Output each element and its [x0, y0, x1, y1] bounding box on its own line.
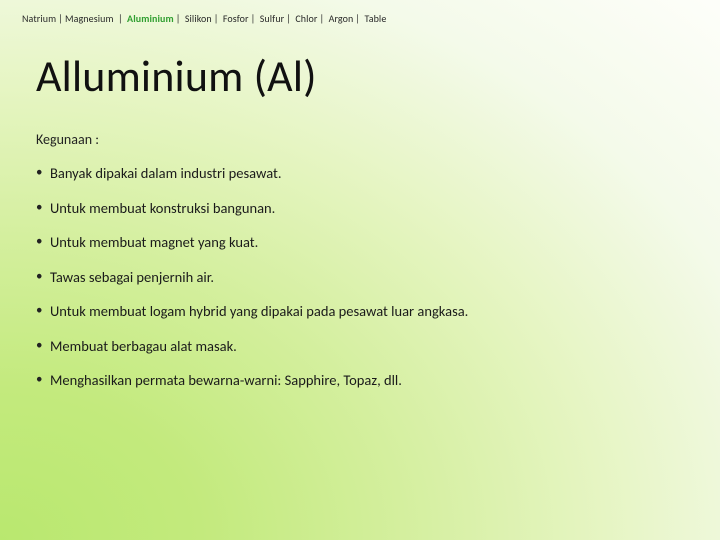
nav-item-silikon[interactable]: Silikon	[185, 12, 212, 25]
nav-separator: |	[116, 12, 125, 25]
nav-separator: |	[174, 12, 183, 25]
nav-separator: |	[56, 12, 65, 25]
nav-item-table[interactable]: Table	[365, 12, 387, 25]
nav-separator: |	[249, 12, 258, 25]
list-item: Menghasilkan permata bewarna-warni: Sapp…	[36, 371, 698, 391]
section-label-kegunaan: Kegunaan :	[36, 131, 698, 148]
list-item: Membuat berbagau alat masak.	[36, 337, 698, 357]
nav-separator: |	[212, 12, 221, 25]
list-item: Untuk membuat logam hybrid yang dipakai …	[36, 302, 698, 322]
uses-list: Banyak dipakai dalam industri pesawat. U…	[36, 164, 698, 391]
nav-item-magnesium[interactable]: Magnesium	[65, 12, 114, 25]
nav-item-argon[interactable]: Argon	[329, 12, 354, 25]
nav-item-aluminium[interactable]: Aluminium	[127, 12, 174, 25]
list-item: Untuk membuat magnet yang kuat.	[36, 233, 698, 253]
element-nav: Natrium|Magnesium | Aluminium| Silikon| …	[22, 12, 698, 25]
list-item: Banyak dipakai dalam industri pesawat.	[36, 164, 698, 184]
nav-separator: |	[284, 12, 293, 25]
list-item: Tawas sebagai penjernih air.	[36, 268, 698, 288]
nav-item-sulfur[interactable]: Sulfur	[260, 12, 285, 25]
nav-item-fosfor[interactable]: Fosfor	[223, 12, 249, 25]
nav-item-chlor[interactable]: Chlor	[295, 12, 317, 25]
nav-separator: |	[353, 12, 362, 25]
slide-container: Natrium|Magnesium | Aluminium| Silikon| …	[0, 0, 720, 540]
nav-item-natrium[interactable]: Natrium	[22, 12, 56, 25]
list-item: Untuk membuat konstruksi bangunan.	[36, 199, 698, 219]
page-title: Alluminium (Al)	[36, 49, 698, 103]
nav-separator: |	[318, 12, 327, 25]
